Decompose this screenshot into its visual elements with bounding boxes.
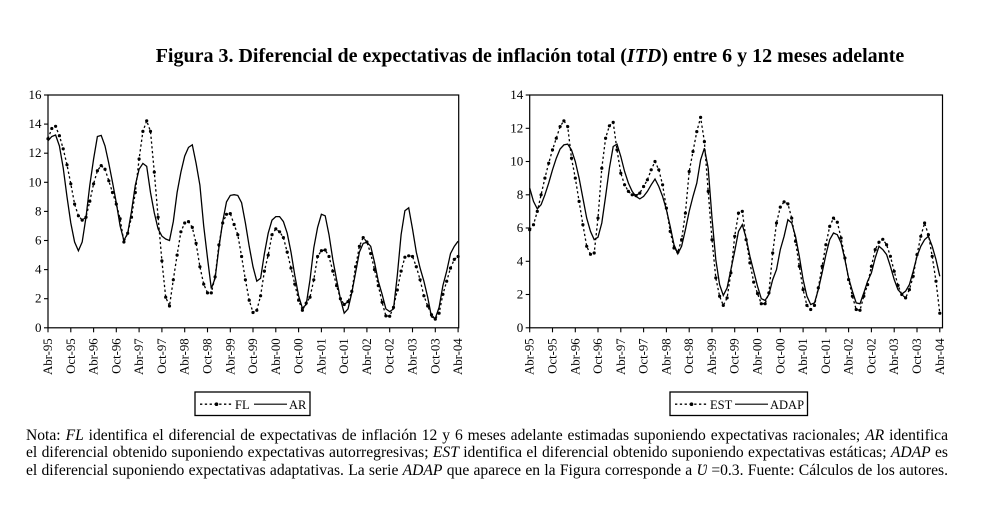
svg-text:Oct-03: Oct-03: [910, 338, 924, 374]
svg-text:Abr-02: Abr-02: [842, 338, 856, 375]
svg-text:Abr-95: Abr-95: [41, 338, 55, 375]
svg-text:Abr-01: Abr-01: [314, 338, 328, 375]
svg-text:12: 12: [510, 120, 523, 135]
svg-text:8: 8: [517, 187, 524, 202]
svg-text:2: 2: [517, 287, 524, 302]
svg-text:Oct-95: Oct-95: [64, 338, 78, 374]
svg-text:6: 6: [35, 233, 42, 248]
svg-text:AR: AR: [289, 398, 307, 412]
svg-text:Oct-00: Oct-00: [773, 338, 787, 374]
svg-text:Abr-96: Abr-96: [87, 338, 101, 375]
svg-text:ADAP: ADAP: [770, 398, 804, 412]
svg-text:Abr-00: Abr-00: [269, 338, 283, 375]
svg-text:Abr-98: Abr-98: [178, 338, 192, 375]
svg-text:Abr-03: Abr-03: [406, 338, 420, 375]
svg-text:Oct-96: Oct-96: [591, 338, 605, 374]
svg-text:6: 6: [517, 220, 524, 235]
svg-text:Abr-00: Abr-00: [751, 338, 765, 375]
svg-text:Abr-96: Abr-96: [568, 338, 582, 375]
svg-text:Oct-01: Oct-01: [819, 338, 833, 374]
svg-text:Abr-01: Abr-01: [796, 338, 810, 375]
svg-text:2: 2: [35, 291, 42, 306]
svg-text:4: 4: [35, 262, 42, 277]
svg-text:Oct-98: Oct-98: [682, 338, 696, 374]
svg-text:Oct-96: Oct-96: [109, 338, 123, 374]
svg-text:14: 14: [510, 87, 524, 102]
svg-text:EST: EST: [710, 398, 733, 412]
svg-text:Abr-97: Abr-97: [132, 338, 146, 375]
svg-text:Abr-04: Abr-04: [933, 338, 947, 375]
svg-text:Abr-04: Abr-04: [451, 338, 465, 375]
svg-text:Abr-97: Abr-97: [614, 338, 628, 375]
svg-text:Oct-99: Oct-99: [246, 338, 260, 374]
svg-text:10: 10: [29, 174, 42, 189]
svg-text:Oct-98: Oct-98: [201, 338, 215, 374]
svg-text:Oct-97: Oct-97: [155, 338, 169, 374]
svg-text:10: 10: [510, 154, 523, 169]
svg-text:Oct-99: Oct-99: [728, 338, 742, 374]
svg-text:Oct-95: Oct-95: [546, 338, 560, 374]
svg-text:Abr-03: Abr-03: [887, 338, 901, 375]
svg-text:Abr-99: Abr-99: [705, 338, 719, 375]
svg-text:Oct-02: Oct-02: [383, 338, 397, 374]
svg-text:Abr-98: Abr-98: [659, 338, 673, 375]
svg-text:14: 14: [29, 116, 43, 131]
svg-text:Abr-02: Abr-02: [360, 338, 374, 375]
svg-text:Oct-02: Oct-02: [864, 338, 878, 374]
svg-text:Oct-01: Oct-01: [337, 338, 351, 374]
svg-text:Oct-00: Oct-00: [292, 338, 306, 374]
svg-text:12: 12: [29, 145, 42, 160]
svg-text:Oct-97: Oct-97: [637, 338, 651, 374]
svg-text:0: 0: [35, 320, 42, 335]
svg-text:Oct-03: Oct-03: [428, 338, 442, 374]
svg-text:16: 16: [29, 87, 43, 102]
svg-text:FL: FL: [235, 398, 250, 412]
svg-text:Abr-95: Abr-95: [523, 338, 537, 375]
svg-text:Abr-99: Abr-99: [223, 338, 237, 375]
svg-text:0: 0: [517, 320, 524, 335]
svg-text:4: 4: [517, 253, 524, 268]
svg-text:8: 8: [35, 203, 42, 218]
